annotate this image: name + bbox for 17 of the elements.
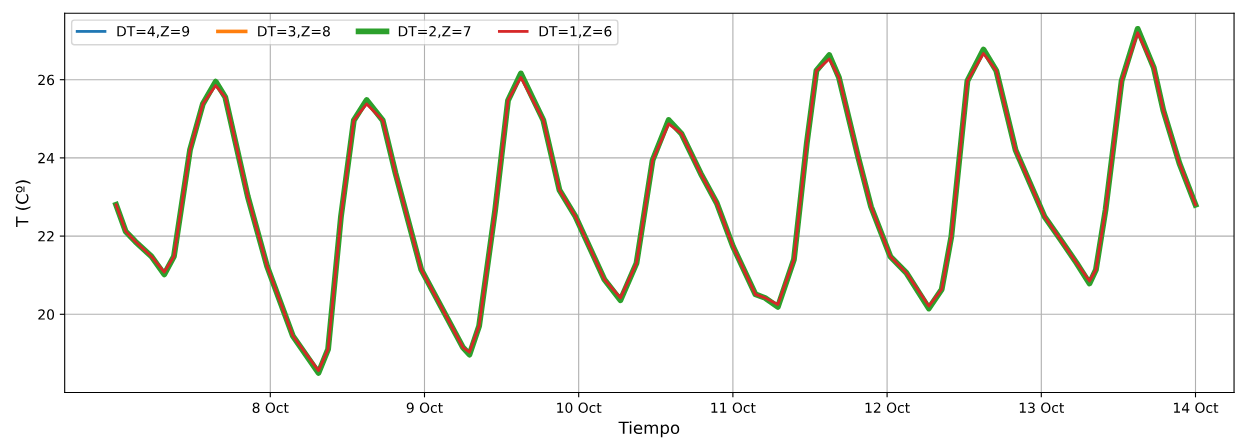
legend-label: DT=1,Z=6 (539, 25, 612, 38)
y-tick-label: 22 (38, 231, 54, 242)
x-axis-title: Tiempo (618, 421, 680, 438)
x-tick-label: 11 Oct (711, 402, 756, 413)
y-tick-label: 24 (38, 152, 55, 164)
x-tick-label: 13 Oct (1019, 402, 1065, 413)
x-tick-label: 9 Oct (406, 402, 443, 413)
x-tick-label: 14 Oct (1173, 402, 1219, 413)
legend-label: DT=2,Z=7 (398, 25, 471, 38)
y-tick-label: 26 (38, 74, 55, 86)
x-tick-label: 8 Oct (252, 402, 289, 413)
x-tick-label: 10 Oct (557, 402, 602, 413)
legend-label: DT=4,Z=9 (117, 25, 190, 38)
y-axis-title: T (Cº) (15, 180, 31, 227)
legend-label: DT=3,Z=8 (258, 25, 330, 38)
y-tick-label: 20 (38, 309, 55, 320)
x-tick-label: 12 Oct (865, 402, 910, 413)
